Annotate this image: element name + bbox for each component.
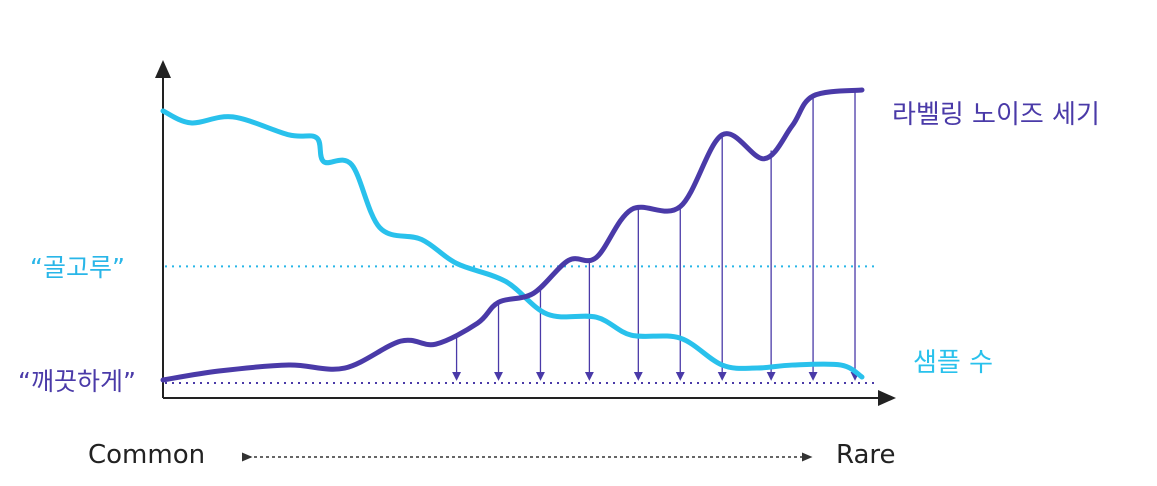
series-line-sample-count — [160, 108, 865, 380]
reference-label-golgoru: “골고루” — [30, 253, 125, 282]
reference-label-kkaekkeuthage: “깨끗하게” — [18, 367, 136, 396]
series-label-sample-count: 샘플 수 — [913, 348, 993, 378]
x-extreme-label-rare: Rare — [836, 440, 896, 470]
series-label-label-noise: 라벨링 노이즈 세기 — [892, 100, 1100, 130]
x-extreme-label-common: Common — [88, 440, 205, 470]
series-line-label-noise — [160, 87, 865, 383]
